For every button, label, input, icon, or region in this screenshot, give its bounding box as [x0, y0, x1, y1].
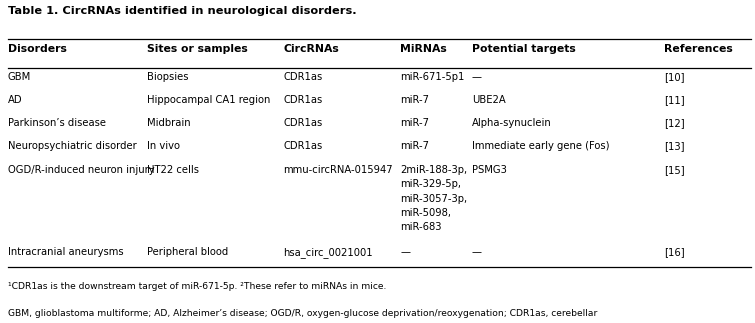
Text: Disorders: Disorders — [8, 44, 66, 54]
Text: Sites or samples: Sites or samples — [147, 44, 248, 54]
Text: miR-671-5p1: miR-671-5p1 — [400, 72, 464, 82]
Text: MiRNAs: MiRNAs — [400, 44, 447, 54]
Text: CDR1as: CDR1as — [283, 72, 322, 82]
Text: CDR1as: CDR1as — [283, 141, 322, 151]
Text: ¹CDR1as is the downstream target of miR-671-5p. ²These refer to miRNAs in mice.: ¹CDR1as is the downstream target of miR-… — [8, 282, 386, 291]
Text: Table 1. CircRNAs identified in neurological disorders.: Table 1. CircRNAs identified in neurolog… — [8, 6, 356, 16]
Text: —: — — [472, 72, 482, 82]
Text: [11]: [11] — [664, 95, 685, 105]
Text: Immediate early gene (Fos): Immediate early gene (Fos) — [472, 141, 609, 151]
Text: mmu-circRNA-015947: mmu-circRNA-015947 — [283, 165, 393, 175]
Text: CDR1as: CDR1as — [283, 118, 322, 128]
Text: Potential targets: Potential targets — [472, 44, 575, 54]
Text: PSMG3: PSMG3 — [472, 165, 507, 175]
Text: [10]: [10] — [664, 72, 685, 82]
Text: GBM, glioblastoma multiforme; AD, Alzheimer’s disease; OGD/R, oxygen-glucose dep: GBM, glioblastoma multiforme; AD, Alzhei… — [8, 309, 597, 318]
Text: miR-7: miR-7 — [400, 118, 429, 128]
Text: [16]: [16] — [664, 247, 685, 257]
Text: GBM: GBM — [8, 72, 31, 82]
Text: Alpha-synuclein: Alpha-synuclein — [472, 118, 552, 128]
Text: AD: AD — [8, 95, 22, 105]
Text: miR-7: miR-7 — [400, 141, 429, 151]
Text: hsa_circ_0021001: hsa_circ_0021001 — [283, 247, 373, 258]
Text: [12]: [12] — [664, 118, 685, 128]
Text: Biopsies: Biopsies — [147, 72, 189, 82]
Text: —: — — [472, 247, 482, 257]
Text: [13]: [13] — [664, 141, 685, 151]
Text: CDR1as: CDR1as — [283, 95, 322, 105]
Text: OGD/R-induced neuron injury: OGD/R-induced neuron injury — [8, 165, 154, 175]
Text: miR-7: miR-7 — [400, 95, 429, 105]
Text: Intracranial aneurysms: Intracranial aneurysms — [8, 247, 123, 257]
Text: References: References — [664, 44, 733, 54]
Text: —: — — [400, 247, 410, 257]
Text: Parkinson’s disease: Parkinson’s disease — [8, 118, 106, 128]
Text: [15]: [15] — [664, 165, 685, 175]
Text: Peripheral blood: Peripheral blood — [147, 247, 229, 257]
Text: In vivo: In vivo — [147, 141, 180, 151]
Text: HT22 cells: HT22 cells — [147, 165, 199, 175]
Text: UBE2A: UBE2A — [472, 95, 506, 105]
Text: 2miR-188-3p,
miR-329-5p,
miR-3057-3p,
miR-5098,
miR-683: 2miR-188-3p, miR-329-5p, miR-3057-3p, mi… — [400, 165, 467, 232]
Text: Neuropsychiatric disorder: Neuropsychiatric disorder — [8, 141, 137, 151]
Text: Hippocampal CA1 region: Hippocampal CA1 region — [147, 95, 270, 105]
Text: Midbrain: Midbrain — [147, 118, 191, 128]
Text: CircRNAs: CircRNAs — [283, 44, 339, 54]
